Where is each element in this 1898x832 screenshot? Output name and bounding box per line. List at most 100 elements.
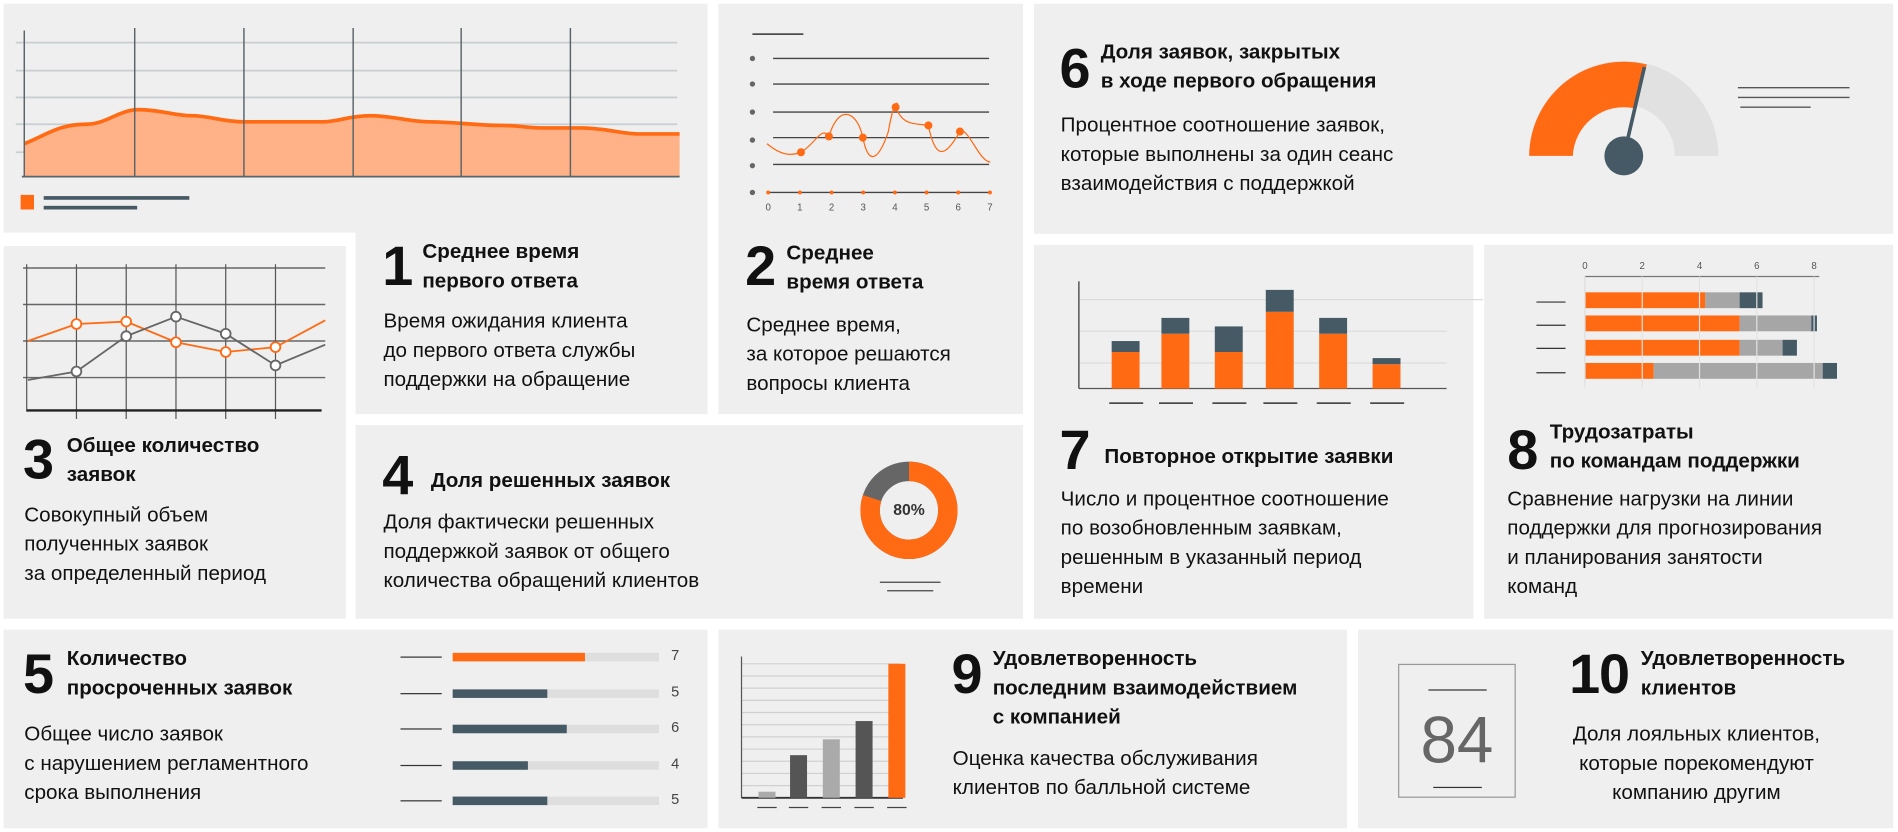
axis-dot: [987, 190, 992, 195]
axis-dot: [766, 190, 771, 195]
axis-dot: [797, 190, 802, 195]
title-line: заявок: [66, 462, 136, 486]
text-line: поддержки для прогнозирования: [1507, 516, 1823, 540]
title-line: Трудозатраты: [1549, 420, 1694, 444]
text-line: и планирования занятости: [1507, 545, 1763, 569]
text-line: количества обращений клиентов: [383, 568, 700, 592]
text-line: срока выполнения: [24, 780, 202, 804]
kpi-number: 3: [23, 427, 54, 491]
kpi-description: Доля лояльных клиентов, которые порекомен…: [1573, 720, 1820, 808]
bar-track: [452, 688, 659, 698]
text-line: полученных заявок: [24, 532, 209, 556]
text-line: команд: [1507, 574, 1578, 599]
row-label-dash: [400, 728, 442, 730]
kpi-5-panel: 5 Количество просроченных заявок Общее чи…: [3, 629, 708, 829]
text-line: клиентов по балльной системе: [952, 775, 1251, 800]
bar-value: 7: [671, 646, 680, 664]
x-tick-label: 7: [987, 203, 992, 214]
kpi-number: 4: [382, 443, 413, 507]
kpi-title: Доля решенных заявок: [431, 466, 670, 495]
bar-segment: [1653, 362, 1823, 379]
kpi-title: Трудозатраты по командам поддержки: [1550, 418, 1800, 476]
bar-value: 6: [671, 718, 680, 736]
kpi-number: 2: [745, 233, 776, 298]
row-label-dash: [400, 764, 442, 766]
text-line: с нарушением регламентного: [24, 751, 309, 775]
x-tick-label: 0: [766, 203, 772, 214]
kpi-description: Среднее время, за которое решаются вопросы…: [746, 311, 950, 399]
reopen-stacked-bar-chart: [1078, 281, 1484, 404]
bar-value: 5: [671, 682, 680, 700]
bar-value: 4: [671, 754, 680, 772]
text-line: до первого ответа службы: [383, 338, 636, 362]
text-line: решенным в указанный период: [1060, 545, 1362, 569]
title-line: первого ответа: [422, 269, 578, 293]
kpi-description: Совокупный объем полученных заявок за опре…: [24, 501, 266, 589]
kpi-3-panel: 3 Общее количество заявок Совокупный объе…: [3, 246, 346, 619]
bar-track: [452, 760, 659, 770]
x-tick-label: 2: [1640, 261, 1645, 272]
text-line: Доля лояльных клиентов,: [1572, 722, 1821, 746]
bar-segment: [1822, 362, 1838, 379]
title-line: Среднее: [786, 241, 874, 265]
text-line: поддержкой заявок от общего: [383, 539, 670, 563]
text-line: Процентное соотношение заявок,: [1060, 113, 1386, 137]
kpi-1-panel: 1 Среднее время первого ответа Время ожид…: [355, 231, 708, 415]
x-tick-label: 2: [829, 203, 834, 214]
x-tick-label: 5: [924, 203, 929, 214]
kpi-6-panel: 6 Доля заявок, закрытых в ходе первого об…: [1033, 3, 1894, 234]
bar-segment: [1584, 362, 1654, 379]
kpi-title: Повторное открытие заявки: [1104, 442, 1393, 471]
title-line: время ответа: [786, 270, 924, 294]
bar-fill: [452, 724, 567, 734]
kpi-2-panel: 0 1 2 3 4 5 6 7 2 Среднее время ответа Среднее в…: [718, 3, 1024, 415]
title-line: Удовлетворенность: [992, 646, 1198, 670]
gauge-fill: [1529, 61, 1647, 156]
kpi-title: Удовлетворенность последним взаимодействи…: [993, 644, 1298, 732]
kpi-description: Процентное соотношение заявок, которые вы…: [1061, 111, 1394, 199]
bar-fill: [452, 688, 548, 698]
bar-segment: [1584, 292, 1706, 309]
x-tick-label: 6: [1754, 261, 1759, 272]
kpi-title: Среднее время ответа: [786, 239, 923, 297]
area-chart: [15, 28, 680, 210]
area-line: [23, 107, 680, 146]
kpi-title: Среднее время первого ответа: [422, 238, 579, 296]
x-tick-label: 4: [892, 203, 898, 214]
x-tick-label: 4: [1697, 261, 1703, 272]
row-label-dash: [400, 692, 442, 694]
gauge-chart: [1529, 60, 1850, 176]
x-tick-label: 0: [1582, 261, 1588, 272]
text-line: Доля фактически решенных: [383, 510, 655, 534]
kpi-description: Число и процентное соотношение по возобно…: [1061, 485, 1389, 602]
row-label-dash: [400, 656, 442, 658]
text-line: Число и процентное соотношение: [1060, 487, 1389, 511]
text-line: Среднее время,: [746, 313, 901, 337]
kpi-number: 5: [23, 641, 54, 706]
title-line: по командам поддержки: [1549, 449, 1800, 473]
bar-segment: [1705, 292, 1740, 309]
text-line: поддержки на обращение: [383, 367, 631, 391]
kpi-title: Доля заявок, закрытых в ходе первого обра…: [1101, 38, 1377, 96]
title-line: Удовлетворенность: [1640, 646, 1846, 670]
x-tick-label: 6: [956, 203, 961, 214]
axis-dot: [892, 190, 897, 195]
donut-label: 80%: [893, 500, 925, 519]
kpi-description: Время ожидания клиента до первого ответа …: [383, 307, 635, 395]
kpi-number: 1: [382, 233, 413, 298]
title-line: Среднее время: [422, 239, 580, 264]
title-line: просроченных заявок: [66, 675, 293, 700]
bar-track: [452, 796, 659, 806]
text-line: вопросы клиента: [746, 371, 910, 395]
donut-fill: [860, 461, 958, 560]
kpi-9-panel: 9 Удовлетворенность последним взаимодейст…: [718, 629, 1348, 829]
axis-dot: [861, 190, 866, 195]
kpi-4-panel: 4 Доля решенных заявок Доля фактически р…: [355, 425, 1024, 619]
bar-segment: [1739, 292, 1763, 309]
x-tick-label: 1: [797, 203, 802, 214]
bar-value: 5: [671, 790, 680, 808]
bar-segment: [1739, 339, 1783, 356]
text-line: которые порекомендуют: [1579, 751, 1814, 775]
text-line: времени: [1060, 574, 1144, 599]
